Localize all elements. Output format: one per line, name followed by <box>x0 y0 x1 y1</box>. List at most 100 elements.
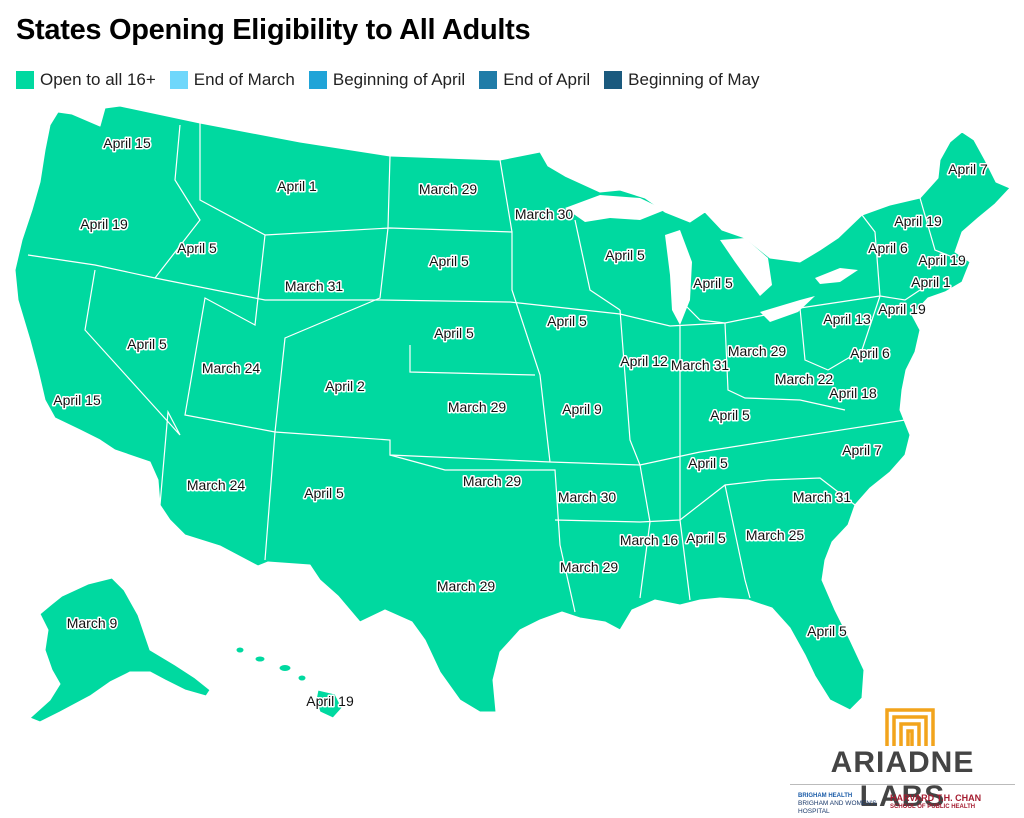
border-line <box>264 227 551 463</box>
legend-swatch <box>604 71 623 89</box>
border-line <box>919 197 961 261</box>
state-label-wisconsin: April 5 <box>605 247 645 263</box>
lake-erie <box>760 296 815 322</box>
state-label-new-mexico: April 5 <box>304 485 344 501</box>
border-line <box>619 309 651 599</box>
lake-ontario <box>815 268 858 284</box>
state-label-connecticut: April 1 <box>911 274 951 290</box>
border-line <box>84 269 181 506</box>
border-line <box>409 345 536 376</box>
state-label-kentucky: April 5 <box>710 407 750 423</box>
state-label-texas: March 29 <box>437 578 496 594</box>
legend-label: Open to all 16+ <box>40 70 156 89</box>
state-label-arizona: March 24 <box>187 477 246 493</box>
partner2-sub: SCHOOL OF PUBLIC HEALTH <box>890 804 976 810</box>
ariadne-labs-logo <box>885 708 935 746</box>
border-line <box>389 454 576 613</box>
state-label-west-virginia: March 22 <box>775 371 834 387</box>
state-label-kansas: March 29 <box>448 399 507 415</box>
logo-text: ARIADNE LABS <box>830 746 975 813</box>
state-label-maine: April 7 <box>948 161 988 177</box>
state-label-iowa: April 5 <box>547 313 587 329</box>
state-label-wyoming: March 31 <box>285 278 344 294</box>
state-label-florida: April 5 <box>807 623 847 639</box>
lake-michigan <box>665 230 692 325</box>
legend-item-end-of-april: End of April <box>479 70 590 90</box>
state-label-nebraska: April 5 <box>434 325 474 341</box>
border-line <box>574 219 621 311</box>
harvard-logo: HARVARD T.H. CHAN SCHOOL OF PUBLIC HEALT… <box>890 794 1015 812</box>
state-label-vermont: April 19 <box>894 213 942 229</box>
state-label-south-dakota: April 5 <box>429 253 469 269</box>
state-label-nevada: April 5 <box>127 336 167 352</box>
border-line <box>724 484 751 599</box>
border-line <box>499 159 513 233</box>
brigham-logo: BRIGHAM HEALTH BRIGHAM AND WOMEN'S HOSPI… <box>798 792 893 816</box>
state-label-arkansas: March 30 <box>558 489 617 505</box>
state-label-oklahoma: March 29 <box>463 473 522 489</box>
state-label-south-carolina: March 31 <box>793 489 852 505</box>
legend-swatch <box>479 71 498 89</box>
legend: Open to all 16+ End of March Beginning o… <box>16 69 774 91</box>
state-label-maryland: April 6 <box>850 345 890 361</box>
state-label-ohio: March 29 <box>728 343 787 359</box>
legend-swatch <box>169 71 188 89</box>
contiguous-us-shape <box>14 105 1011 713</box>
hawaii-island-2 <box>254 655 266 663</box>
state-label-washington: April 15 <box>103 135 151 151</box>
state-label-new-jersey: April 19 <box>878 301 926 317</box>
state-label-virginia: April 18 <box>829 385 877 401</box>
state-label-hawaii: April 19 <box>306 693 354 709</box>
border-line <box>264 155 391 561</box>
alaska-shape <box>29 577 211 723</box>
partner2-head: HARVARD T.H. CHAN <box>890 793 982 803</box>
state-label-louisiana: March 29 <box>560 559 619 575</box>
state-label-tennessee: April 5 <box>688 455 728 471</box>
border-line <box>799 295 881 371</box>
state-label-north-carolina: April 7 <box>842 442 882 458</box>
state-label-alaska: March 9 <box>67 615 118 631</box>
state-label-oregon: April 19 <box>80 216 128 232</box>
legend-label: Beginning of May <box>628 70 760 89</box>
border-line <box>861 214 921 301</box>
hawaii-island-3 <box>278 664 292 672</box>
state-label-massachusetts: April 19 <box>918 252 966 268</box>
state-label-colorado: April 2 <box>325 378 365 394</box>
state-label-montana: April 1 <box>277 178 317 194</box>
hawaii-island-big <box>315 689 343 719</box>
hawaii-island-4 <box>297 674 307 682</box>
legend-item-open: Open to all 16+ <box>16 70 156 90</box>
state-label-california: April 15 <box>53 392 101 408</box>
legend-swatch <box>308 71 327 89</box>
map-title: States Opening Eligibility to All Adults <box>16 14 531 46</box>
state-label-idaho: April 5 <box>177 240 217 256</box>
state-labels: April 15 April 19 April 15 April 5 April 5 Ap… <box>52 134 990 711</box>
lake-superior <box>565 195 665 222</box>
us-land <box>14 105 1011 723</box>
partner1-body: BRIGHAM AND WOMEN'S HOSPITAL <box>798 800 877 815</box>
legend-item-beginning-of-may: Beginning of May <box>604 70 760 90</box>
state-label-alabama: April 5 <box>686 530 726 546</box>
state-label-michigan: April 5 <box>693 275 733 291</box>
hawaii-island-1 <box>235 646 245 654</box>
legend-swatch <box>16 71 34 89</box>
state-label-utah: March 24 <box>202 360 261 376</box>
state-label-georgia: March 25 <box>746 527 805 543</box>
state-label-pennsylvania: April 13 <box>823 311 871 327</box>
legend-item-end-of-march: End of March <box>169 70 295 90</box>
legend-label: End of April <box>503 70 591 89</box>
great-lakes <box>565 195 858 325</box>
state-label-new-york: April 6 <box>868 240 908 256</box>
state-label-mississippi: March 16 <box>620 532 679 548</box>
state-label-north-dakota: March 29 <box>419 181 478 197</box>
border-line <box>27 254 881 327</box>
partner1-head: BRIGHAM HEALTH <box>798 793 853 799</box>
lake-huron <box>720 238 772 296</box>
legend-label: Beginning of April <box>332 70 466 89</box>
legend-label: End of March <box>193 70 295 89</box>
state-label-missouri: April 9 <box>562 401 602 417</box>
state-label-illinois: April 12 <box>620 353 668 369</box>
divider <box>790 784 1015 785</box>
border-line <box>724 322 846 411</box>
